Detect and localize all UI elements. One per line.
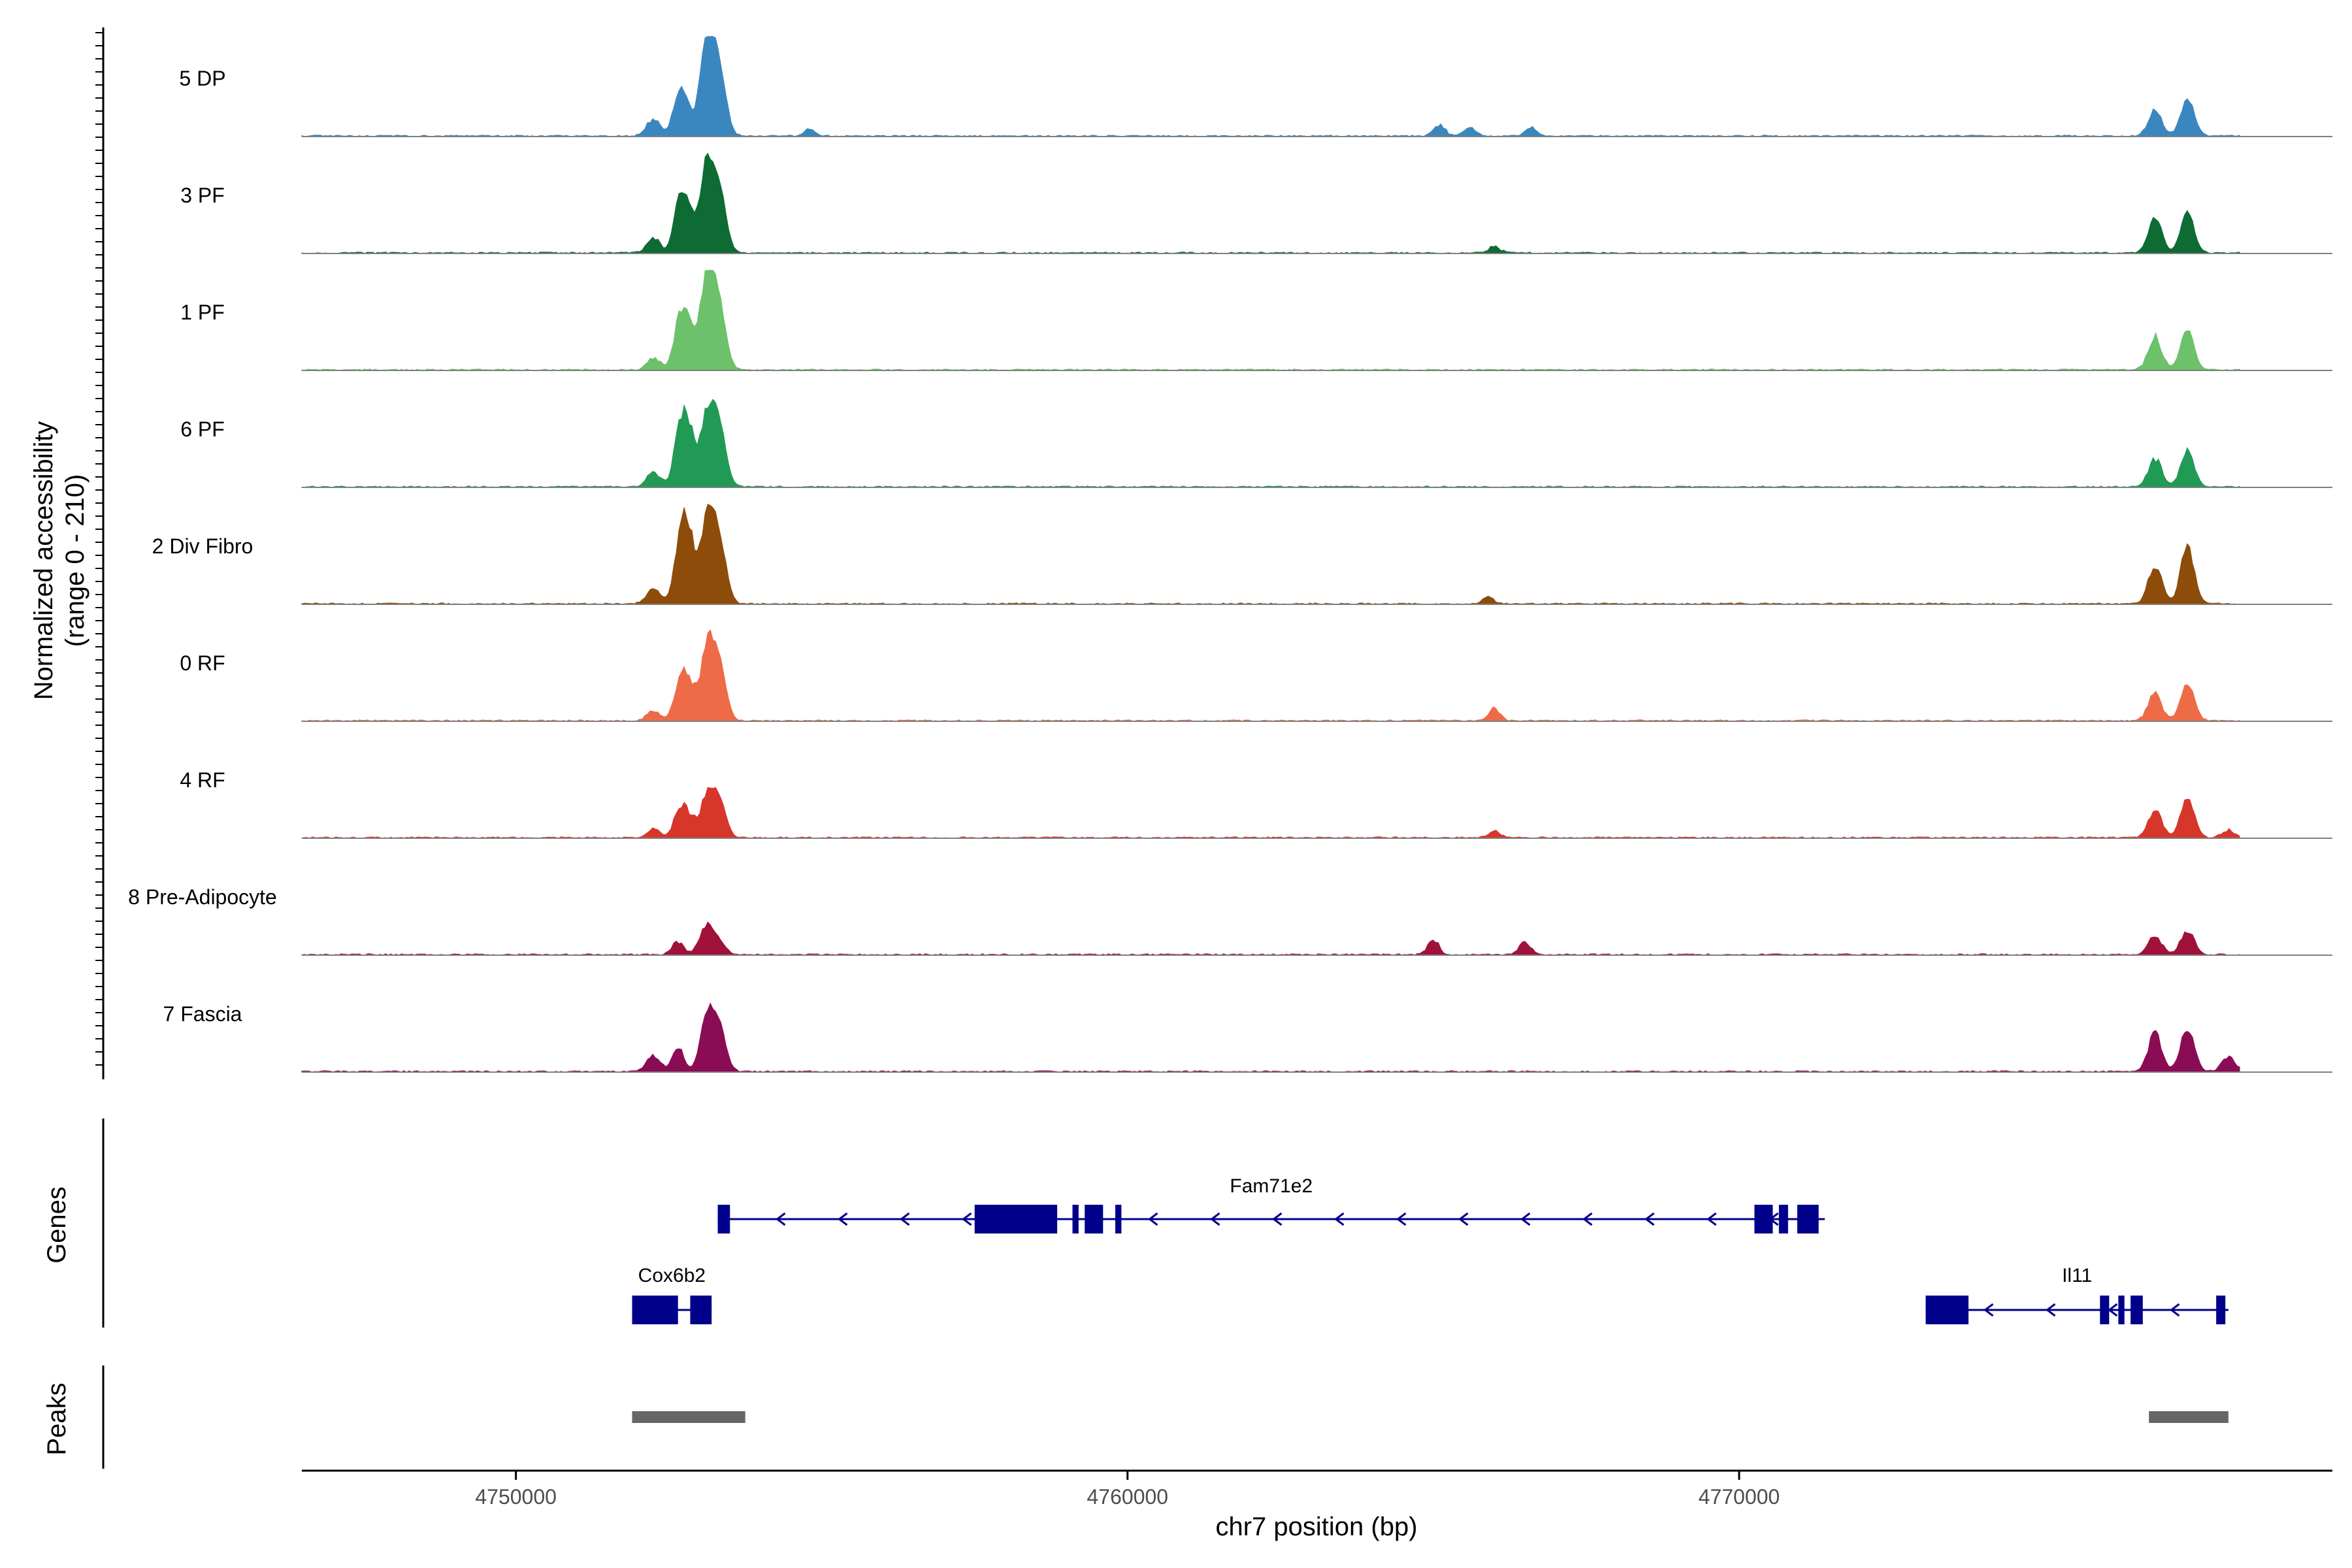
gene-name-label: Il11 <box>2062 1265 2092 1286</box>
gene-model: Cox6b2 <box>632 1265 712 1324</box>
x-axis-title: chr7 position (bp) <box>1215 1512 1417 1541</box>
track-label: 6 PF <box>180 417 225 441</box>
strand-arrow <box>1210 1212 1220 1226</box>
coverage-track: 6 PF <box>180 399 2332 488</box>
gene-exon <box>1797 1205 1819 1233</box>
coverage-area <box>301 629 2240 722</box>
coverage-track: 0 RF <box>180 629 2332 722</box>
gene-exon <box>1778 1205 1788 1233</box>
coverage-area <box>301 503 2240 605</box>
coverage-area <box>301 399 2240 488</box>
y-axis-title-line2: (range 0 - 210) <box>61 474 90 647</box>
track-label: 4 RF <box>180 768 225 792</box>
x-axis-tick-label: 4770000 <box>1699 1485 1780 1509</box>
gene-exon <box>2131 1296 2143 1324</box>
coverage-track: 7 Fascia <box>163 1002 2332 1073</box>
coverage-tracks: 5 DP 3 PF 1 PF 6 PF 2 Div Fibro 0 RF 4 RF 8 Pre… <box>128 36 2332 1073</box>
peak-region-bar <box>2149 1411 2229 1423</box>
strand-arrow <box>1582 1212 1593 1226</box>
gene-name-label: Fam71e2 <box>1230 1175 1313 1197</box>
strand-arrow <box>1334 1212 1345 1226</box>
gene-model: Il11 <box>1925 1265 2229 1324</box>
gene-exon <box>1925 1296 1968 1324</box>
gene-exon <box>2118 1296 2125 1324</box>
gene-exon <box>690 1296 712 1324</box>
gene-exon <box>632 1296 678 1324</box>
coverage-area <box>301 1002 2240 1073</box>
track-label: 8 Pre-Adipocyte <box>128 885 277 909</box>
gene-annotation-track: Fam71e2 Cox6b2 Il11 <box>632 1175 2229 1324</box>
strand-arrow <box>2169 1303 2180 1317</box>
strand-arrow <box>1707 1212 1717 1226</box>
coverage-track: 3 PF <box>180 152 2332 254</box>
strand-arrow <box>776 1212 786 1226</box>
x-axis-tick-label: 4750000 <box>475 1485 557 1509</box>
gene-model: Fam71e2 <box>717 1175 1825 1233</box>
gene-exon <box>2216 1296 2226 1324</box>
gene-exon <box>1115 1205 1122 1233</box>
genes-track-title: Genes <box>42 1186 71 1264</box>
coverage-area <box>301 152 2240 254</box>
coverage-area <box>301 270 2240 371</box>
gene-exon <box>717 1205 730 1233</box>
gene-exon <box>2100 1296 2110 1324</box>
strand-arrow <box>1148 1212 1158 1226</box>
strand-arrow <box>1983 1303 1994 1317</box>
strand-arrow <box>900 1212 910 1226</box>
strand-arrow <box>838 1212 848 1226</box>
track-label: 3 PF <box>180 184 225 207</box>
track-label: 5 DP <box>179 67 225 90</box>
coverage-track: 5 DP <box>179 36 2332 137</box>
track-label: 2 Div Fibro <box>152 534 253 558</box>
strand-arrow <box>962 1212 972 1226</box>
coverage-track: 8 Pre-Adipocyte <box>128 885 2332 956</box>
peaks-track-title: Peaks <box>42 1382 71 1455</box>
gene-exon <box>1072 1205 1079 1233</box>
y-axis-title-line1: Normalized accessibility <box>29 421 58 700</box>
strand-arrow <box>1644 1212 1655 1226</box>
x-axis-tick-label: 4760000 <box>1087 1485 1169 1509</box>
coverage-area <box>301 921 2240 956</box>
peak-region-bar <box>632 1411 745 1423</box>
strand-arrow <box>1396 1212 1407 1226</box>
coverage-y-axis <box>95 27 105 1079</box>
coverage-track: 1 PF <box>180 270 2332 371</box>
coverage-area <box>301 36 2240 137</box>
y-axis-title: Normalized accessibility (range 0 - 210) <box>29 421 90 700</box>
coverage-area <box>301 787 2240 839</box>
gene-exon <box>1085 1205 1103 1233</box>
strand-arrow <box>2107 1303 2118 1317</box>
gene-exon <box>1754 1205 1773 1233</box>
peak-regions-track <box>632 1411 2229 1423</box>
track-label: 7 Fascia <box>163 1002 242 1026</box>
strand-arrow <box>1458 1212 1469 1226</box>
gene-name-label: Cox6b2 <box>638 1265 706 1286</box>
x-axis: 4750000 4760000 4770000 <box>302 1469 2332 1509</box>
track-label: 0 RF <box>180 651 225 675</box>
coverage-track: 2 Div Fibro <box>152 503 2332 605</box>
track-label: 1 PF <box>180 301 225 324</box>
strand-arrow <box>1272 1212 1282 1226</box>
coverage-track: 4 RF <box>180 768 2332 839</box>
strand-arrow <box>1520 1212 1531 1226</box>
gene-exon <box>974 1205 1058 1233</box>
strand-arrow <box>2045 1303 2056 1317</box>
